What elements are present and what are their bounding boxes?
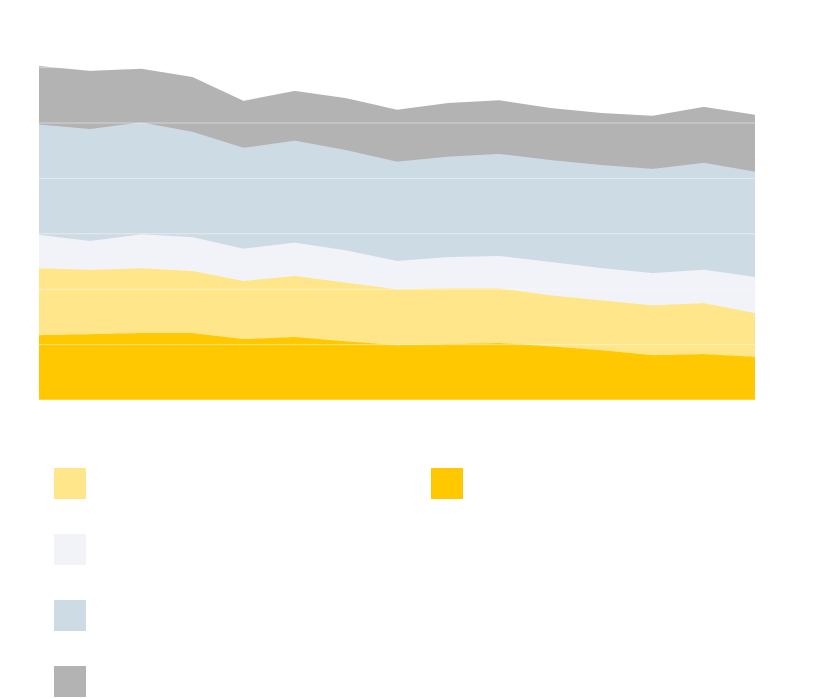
legend-swatch xyxy=(54,534,86,565)
legend-swatch xyxy=(431,468,463,499)
area xyxy=(39,65,755,172)
area xyxy=(39,234,755,314)
legend-swatch xyxy=(54,666,86,697)
area xyxy=(39,332,755,400)
legend-swatch xyxy=(54,468,86,499)
legend-swatch xyxy=(54,600,86,631)
area xyxy=(39,268,755,357)
area xyxy=(39,122,755,278)
